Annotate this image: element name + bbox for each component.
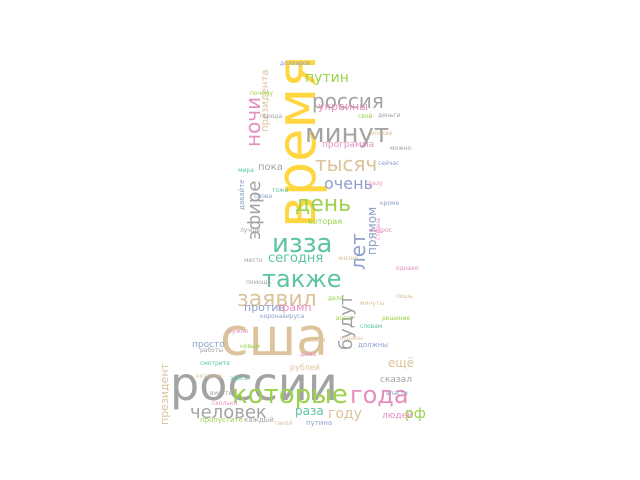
word: против [244,301,285,314]
word: кроме [380,200,400,207]
word: тысяч [315,152,377,176]
word: путин [305,70,349,86]
word: тоже [272,187,289,194]
word: решение [382,315,411,322]
word: новости [300,337,326,344]
word: место [244,257,263,264]
word: можно [390,145,412,152]
word: просто [192,340,225,350]
word: сша [220,308,328,368]
word: человек [190,402,267,423]
word: рублей [290,363,320,372]
word: будут [336,295,357,350]
word: нужно [228,328,249,335]
word: дела [328,295,344,302]
word: снова [254,193,272,200]
word: коронавируса [260,313,304,320]
word: лишь [396,293,413,300]
word: также [262,265,342,293]
word: минуты [360,300,384,307]
word: деньги [378,112,400,119]
word: дома [300,351,316,358]
word: раза [295,404,324,418]
word: программа [322,140,374,150]
word: новый [240,343,260,350]
word: москве [370,130,393,137]
word: почему [250,90,273,97]
word: минут [305,119,389,149]
word: всего [336,315,354,322]
word: украины [318,100,368,113]
word: страны [340,335,363,342]
word: сколько [212,400,238,407]
word: работы [200,347,223,354]
word: президента [260,70,271,132]
word: лучше [240,227,260,234]
word: которой [196,373,222,380]
word: власти [386,390,408,397]
word: года [350,381,409,409]
word: страна [375,218,382,240]
word: пока [258,162,283,173]
word: должны [358,341,388,349]
word: прямом [365,207,379,255]
word: каждый [244,416,274,424]
word: людей [382,411,413,421]
word: жизни [338,255,358,262]
word: словам [360,323,383,330]
word: вместе [210,390,233,397]
word: ещё [388,356,414,370]
word: эфире [244,181,265,240]
word: здесь [230,375,248,382]
word: однако [396,265,419,272]
word: сейчас [378,160,399,167]
word: заявил [237,287,317,312]
word: ночи [241,97,265,147]
word: сегодня [268,251,323,266]
word: время [265,55,328,228]
word: помощь [246,279,271,286]
word: такой [274,420,292,427]
word: лет [346,233,370,270]
word: трамп [276,301,312,314]
word: президент [158,362,171,425]
word: россия [312,89,384,113]
word: давайте [238,180,246,210]
word: очень [324,174,373,193]
word: свой [358,113,373,120]
word: долларов [280,60,311,67]
word: смотрите [200,360,230,367]
word: которые [232,380,348,410]
word: путина [306,419,332,427]
word: россии [170,357,338,411]
word: день [295,192,351,217]
word: сразу [365,180,383,187]
word: которая [308,217,342,226]
word: мира [238,167,254,174]
word: году [328,406,362,422]
word: вопрос [370,227,392,234]
word: рф [405,406,426,422]
word: города [260,113,282,120]
word: сказал [380,375,412,385]
word: изза [272,229,332,259]
word: пропустите [200,416,243,424]
